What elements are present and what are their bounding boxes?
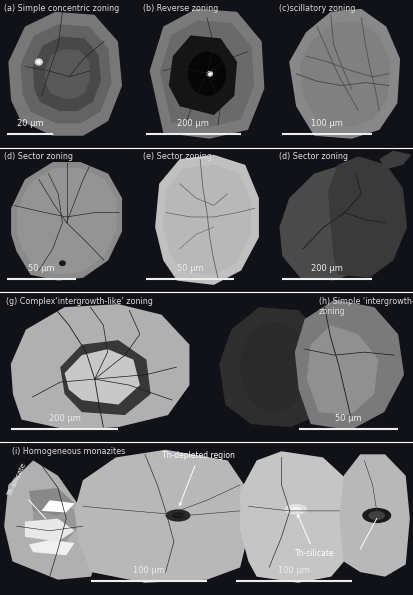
- Ellipse shape: [361, 508, 390, 523]
- Polygon shape: [169, 36, 237, 115]
- Polygon shape: [25, 518, 74, 541]
- Text: Th-silicate: Th-silicate: [6, 463, 27, 498]
- Ellipse shape: [208, 73, 211, 75]
- Ellipse shape: [171, 512, 184, 518]
- Polygon shape: [294, 300, 403, 430]
- Polygon shape: [41, 500, 74, 512]
- Text: Th-silicate: Th-silicate: [294, 515, 334, 558]
- Text: (d) Sector zoning: (d) Sector zoning: [4, 152, 73, 161]
- Text: Th-depleted region: Th-depleted region: [162, 452, 235, 506]
- Ellipse shape: [284, 504, 306, 515]
- Text: 50 μm: 50 μm: [28, 264, 55, 273]
- Text: (i) Homogeneous monazites: (i) Homogeneous monazites: [12, 447, 126, 456]
- Polygon shape: [45, 49, 90, 99]
- Polygon shape: [378, 151, 410, 169]
- Polygon shape: [17, 168, 116, 274]
- Ellipse shape: [240, 322, 309, 412]
- Polygon shape: [149, 9, 264, 139]
- Polygon shape: [64, 349, 140, 405]
- Text: 20 μm: 20 μm: [17, 120, 43, 129]
- Polygon shape: [159, 21, 254, 127]
- Polygon shape: [240, 451, 355, 583]
- Polygon shape: [33, 500, 83, 541]
- Ellipse shape: [188, 52, 225, 96]
- Text: 200 μm: 200 μm: [49, 414, 80, 422]
- Polygon shape: [299, 21, 389, 127]
- Polygon shape: [327, 156, 406, 278]
- Ellipse shape: [368, 511, 384, 520]
- Ellipse shape: [37, 60, 41, 64]
- Polygon shape: [288, 9, 399, 139]
- Text: 100 μm: 100 μm: [311, 120, 342, 129]
- Text: 200 μm: 200 μm: [177, 120, 209, 129]
- Polygon shape: [29, 488, 74, 515]
- Text: 200 μm: 200 μm: [311, 264, 342, 273]
- Polygon shape: [74, 450, 248, 583]
- Ellipse shape: [290, 507, 300, 512]
- Polygon shape: [219, 307, 330, 427]
- Polygon shape: [33, 37, 101, 111]
- Polygon shape: [11, 304, 189, 430]
- Polygon shape: [339, 455, 409, 577]
- Text: (e) Sector zoning: (e) Sector zoning: [142, 152, 211, 161]
- Polygon shape: [162, 165, 251, 275]
- Text: 100 μm: 100 μm: [133, 566, 164, 575]
- Text: (g) Complex‘intergrowth-like’ zoning: (g) Complex‘intergrowth-like’ zoning: [7, 297, 153, 306]
- Text: (c)scillatory zoning: (c)scillatory zoning: [279, 4, 355, 14]
- Polygon shape: [21, 24, 111, 123]
- Polygon shape: [29, 540, 74, 555]
- Polygon shape: [306, 325, 377, 415]
- Text: (a) Simple concentric zoning: (a) Simple concentric zoning: [4, 4, 119, 14]
- Polygon shape: [4, 461, 99, 580]
- Text: (d) Sector zoning: (d) Sector zoning: [279, 152, 348, 161]
- Polygon shape: [60, 340, 150, 415]
- Text: 50 μm: 50 μm: [334, 414, 361, 422]
- Ellipse shape: [165, 509, 190, 522]
- Ellipse shape: [59, 261, 66, 266]
- Ellipse shape: [206, 71, 213, 77]
- Text: 100 μm: 100 μm: [278, 566, 309, 575]
- Polygon shape: [11, 162, 122, 281]
- Polygon shape: [155, 155, 258, 285]
- Text: (h) Simple ‘intergrowth-like’
zoning: (h) Simple ‘intergrowth-like’ zoning: [318, 297, 413, 316]
- Ellipse shape: [35, 58, 43, 65]
- Polygon shape: [279, 165, 382, 281]
- Text: 50 μm: 50 μm: [176, 264, 203, 273]
- Text: (b) Reverse zoning: (b) Reverse zoning: [142, 4, 218, 14]
- Polygon shape: [8, 12, 122, 136]
